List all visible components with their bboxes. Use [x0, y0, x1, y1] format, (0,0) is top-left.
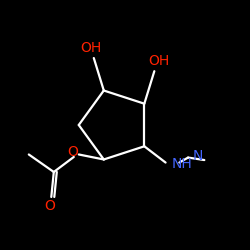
- Text: O: O: [67, 145, 78, 159]
- Text: N: N: [192, 149, 203, 163]
- Text: OH: OH: [149, 54, 170, 68]
- Text: O: O: [44, 199, 56, 213]
- Text: OH: OH: [81, 41, 102, 55]
- Text: NH: NH: [172, 157, 192, 171]
